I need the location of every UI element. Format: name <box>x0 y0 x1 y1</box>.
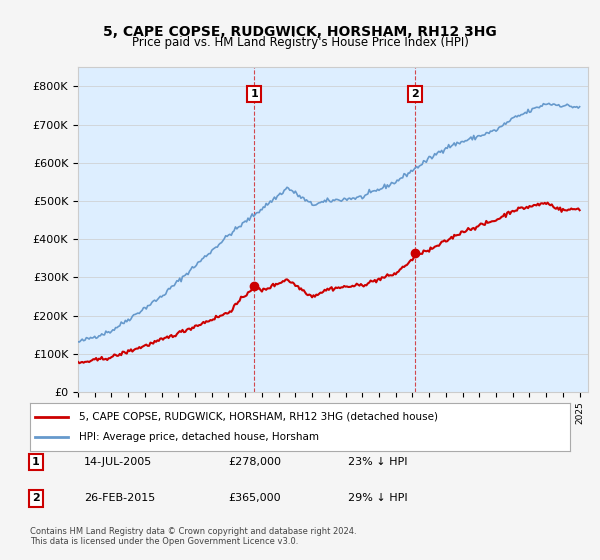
Text: 26-FEB-2015: 26-FEB-2015 <box>84 493 155 503</box>
Text: £365,000: £365,000 <box>228 493 281 503</box>
Text: 23% ↓ HPI: 23% ↓ HPI <box>348 457 407 467</box>
Text: 5, CAPE COPSE, RUDGWICK, HORSHAM, RH12 3HG (detached house): 5, CAPE COPSE, RUDGWICK, HORSHAM, RH12 3… <box>79 412 437 422</box>
Text: HPI: Average price, detached house, Horsham: HPI: Average price, detached house, Hors… <box>79 432 319 442</box>
Text: 14-JUL-2005: 14-JUL-2005 <box>84 457 152 467</box>
Text: 1: 1 <box>32 457 40 467</box>
Text: 5, CAPE COPSE, RUDGWICK, HORSHAM, RH12 3HG: 5, CAPE COPSE, RUDGWICK, HORSHAM, RH12 3… <box>103 25 497 39</box>
Text: 29% ↓ HPI: 29% ↓ HPI <box>348 493 407 503</box>
Text: Price paid vs. HM Land Registry's House Price Index (HPI): Price paid vs. HM Land Registry's House … <box>131 36 469 49</box>
Text: Contains HM Land Registry data © Crown copyright and database right 2024.
This d: Contains HM Land Registry data © Crown c… <box>30 526 356 546</box>
Text: 2: 2 <box>411 89 419 99</box>
Text: 2: 2 <box>32 493 40 503</box>
Text: £278,000: £278,000 <box>228 457 281 467</box>
Text: 1: 1 <box>250 89 258 99</box>
